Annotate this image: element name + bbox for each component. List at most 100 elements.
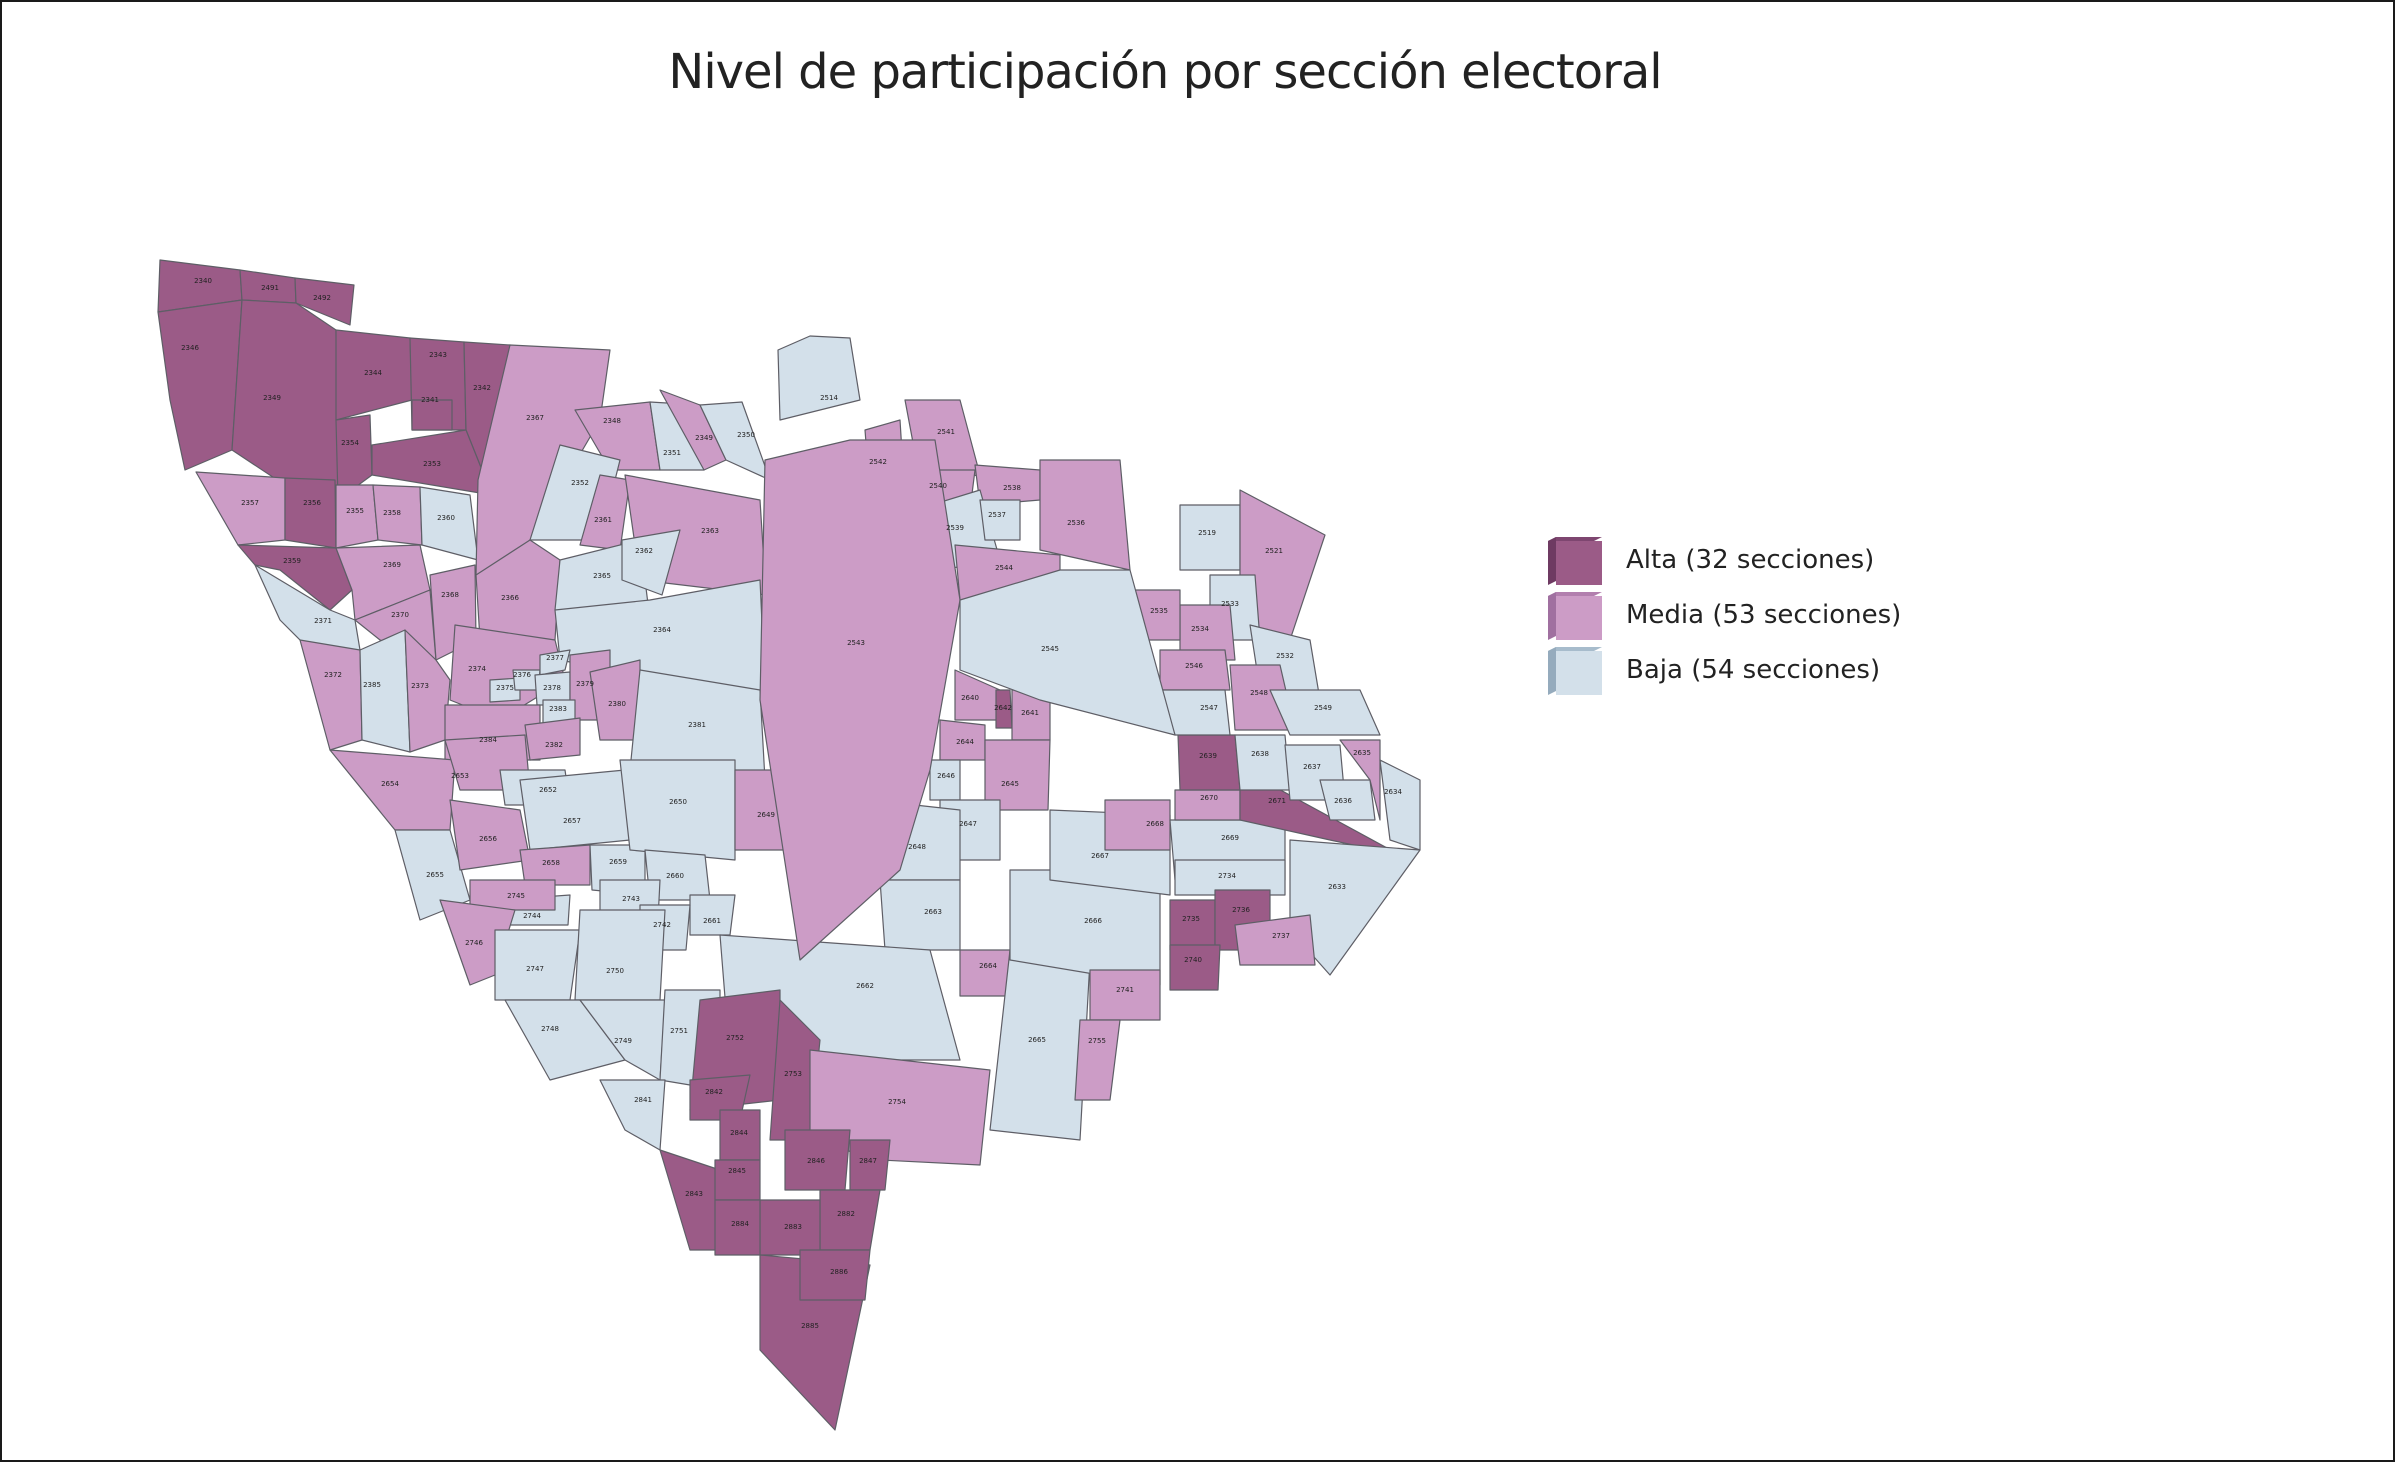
section-label-2736: 2736 (1232, 906, 1250, 914)
section-label-2885: 2885 (801, 1322, 819, 1330)
section-2375 (489, 677, 521, 703)
section-label-2637: 2637 (1303, 763, 1321, 771)
section-label-2748: 2748 (541, 1025, 559, 1033)
section-label-2540: 2540 (929, 482, 947, 490)
section-label-2384: 2384 (479, 736, 497, 744)
section-label-2666: 2666 (1084, 917, 1102, 925)
section-label-2358: 2358 (383, 509, 401, 517)
section-2635 (1339, 739, 1381, 821)
section-label-2514: 2514 (820, 394, 838, 402)
section-2543 (759, 439, 961, 961)
section-label-2491: 2491 (261, 284, 279, 292)
section-label-2352: 2352 (571, 479, 589, 487)
section-label-2667: 2667 (1091, 852, 1109, 860)
section-label-2663: 2663 (924, 908, 942, 916)
section-label-2749: 2749 (614, 1037, 632, 1045)
section-label-2670: 2670 (1200, 794, 1218, 802)
section-label-2346: 2346 (181, 344, 199, 352)
section-2377 (539, 649, 571, 676)
section-label-2654: 2654 (381, 780, 399, 788)
section-label-2638: 2638 (1251, 750, 1269, 758)
section-label-2382: 2382 (545, 741, 563, 749)
section-label-2538: 2538 (1003, 484, 1021, 492)
section-2636 (1319, 779, 1376, 821)
section-2536 (1039, 459, 1131, 571)
section-label-2737: 2737 (1272, 932, 1290, 940)
section-label-2633: 2633 (1328, 883, 1346, 891)
section-label-2519: 2519 (1198, 529, 1216, 537)
section-label-2368: 2368 (441, 591, 459, 599)
section-2745 (469, 879, 556, 911)
section-label-2648: 2648 (908, 843, 926, 851)
section-label-2635: 2635 (1353, 749, 1371, 757)
section-2886 (799, 1249, 871, 1301)
section-label-2659: 2659 (609, 858, 627, 866)
section-label-2544: 2544 (995, 564, 1013, 572)
section-label-2385: 2385 (363, 681, 381, 689)
section-label-2355: 2355 (346, 507, 364, 515)
section-2534 (1179, 604, 1236, 661)
section-label-2745: 2745 (507, 892, 525, 900)
legend-item-media: Media (53 secciones) (1548, 592, 1968, 642)
swatch-top (1548, 537, 1602, 541)
section-label-2846: 2846 (807, 1157, 825, 1165)
section-2658 (519, 844, 591, 886)
swatch-top (1548, 592, 1602, 596)
swatch-face (1556, 651, 1602, 695)
section-label-2665: 2665 (1028, 1036, 1046, 1044)
section-2634 (1379, 759, 1421, 851)
section-2754 (809, 1049, 991, 1166)
section-label-2350: 2350 (737, 431, 755, 439)
section-2545 (959, 569, 1176, 736)
section-label-2671: 2671 (1268, 797, 1286, 805)
section-label-2379: 2379 (576, 680, 594, 688)
section-2882 (819, 1189, 881, 1251)
section-label-2740: 2740 (1184, 956, 1202, 964)
section-2639 (1177, 734, 1241, 791)
section-label-2537: 2537 (988, 511, 1006, 519)
section-label-2735: 2735 (1182, 915, 1200, 923)
section-label-2842: 2842 (705, 1088, 723, 1096)
section-label-2354: 2354 (341, 439, 359, 447)
section-label-2375: 2375 (496, 684, 514, 692)
section-label-2844: 2844 (730, 1129, 748, 1137)
section-label-2886: 2886 (830, 1268, 848, 1276)
section-2514 (777, 335, 861, 421)
section-label-2546: 2546 (1185, 662, 1203, 670)
section-label-2356: 2356 (303, 499, 321, 507)
section-label-2364: 2364 (653, 626, 671, 634)
section-label-2539: 2539 (946, 524, 964, 532)
section-label-2847: 2847 (859, 1157, 877, 1165)
section-label-2884: 2884 (731, 1220, 749, 1228)
section-label-2378: 2378 (543, 684, 561, 692)
section-2737 (1234, 914, 1316, 966)
swatch-face (1556, 596, 1602, 640)
section-label-2649: 2649 (757, 811, 775, 819)
section-label-2545: 2545 (1041, 645, 1059, 653)
section-label-2658: 2658 (542, 859, 560, 867)
section-2734 (1174, 859, 1286, 896)
section-label-2882: 2882 (837, 1210, 855, 1218)
section-label-2340: 2340 (194, 277, 212, 285)
section-2661 (689, 894, 736, 936)
section-label-2361: 2361 (594, 516, 612, 524)
section-label-2644: 2644 (956, 738, 974, 746)
section-label-2656: 2656 (479, 835, 497, 843)
section-label-2532: 2532 (1276, 652, 1294, 660)
section-label-2642: 2642 (994, 704, 1012, 712)
section-label-2742: 2742 (653, 921, 671, 929)
section-label-2652: 2652 (539, 786, 557, 794)
section-label-2547: 2547 (1200, 704, 1218, 712)
section-label-2543: 2543 (847, 639, 865, 647)
section-label-2341: 2341 (421, 396, 439, 404)
section-2646 (929, 759, 961, 801)
section-2668 (1104, 799, 1171, 851)
section-label-2741: 2741 (1116, 986, 1134, 994)
section-label-2640: 2640 (961, 694, 979, 702)
section-label-2521: 2521 (1265, 547, 1283, 555)
section-label-2366: 2366 (501, 594, 519, 602)
swatch-side (1548, 647, 1556, 695)
section-label-2669: 2669 (1221, 834, 1239, 842)
section-label-2668: 2668 (1146, 820, 1164, 828)
section-2356 (284, 477, 337, 549)
